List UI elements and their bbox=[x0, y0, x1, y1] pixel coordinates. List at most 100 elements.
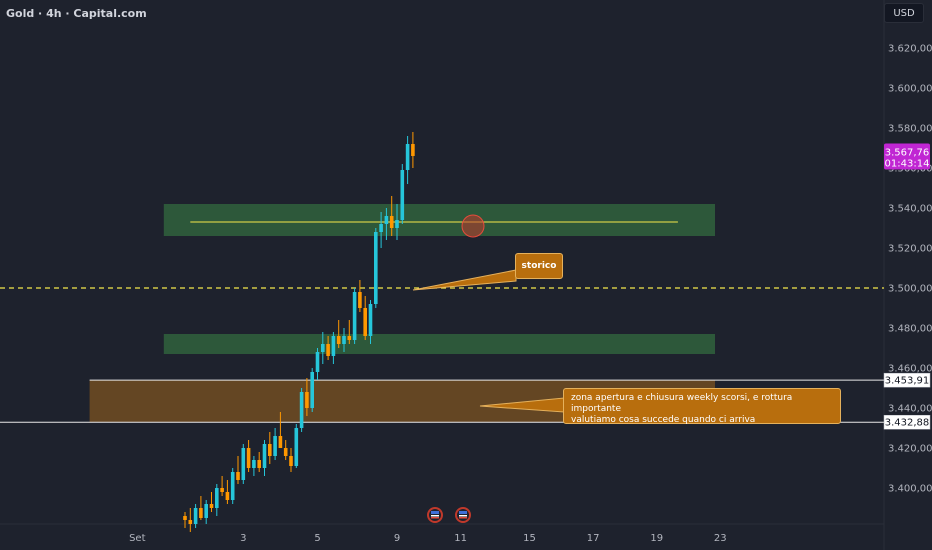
y-tick-label: 3.500,00 bbox=[888, 284, 932, 295]
candle-body bbox=[358, 292, 362, 308]
candle[interactable] bbox=[310, 368, 314, 412]
annotation-storico-text: storico bbox=[521, 260, 557, 271]
candle[interactable] bbox=[252, 456, 256, 476]
candle-body bbox=[400, 170, 405, 220]
candle-body bbox=[294, 428, 299, 466]
candle[interactable] bbox=[257, 452, 261, 472]
y-tick-label: 3.540,00 bbox=[888, 204, 932, 215]
candle[interactable] bbox=[374, 228, 378, 308]
candle[interactable] bbox=[363, 296, 367, 340]
candle[interactable] bbox=[395, 204, 399, 240]
y-tick-label: 3.480,00 bbox=[888, 324, 932, 335]
annotation-storico[interactable]: storico bbox=[515, 253, 563, 279]
candle[interactable] bbox=[347, 320, 352, 344]
candle[interactable] bbox=[389, 196, 394, 236]
event-icon-stripe bbox=[459, 515, 467, 517]
candle[interactable] bbox=[358, 280, 362, 312]
us-flag-event-icon[interactable] bbox=[455, 507, 471, 523]
x-tick-label: Set bbox=[129, 533, 146, 544]
candle[interactable] bbox=[273, 428, 277, 460]
y-tick-label: 3.580,00 bbox=[888, 124, 932, 135]
candle[interactable] bbox=[315, 348, 320, 380]
y-tick-label: 3.400,00 bbox=[888, 484, 932, 495]
candle[interactable] bbox=[209, 492, 214, 512]
circle-marker[interactable] bbox=[461, 214, 485, 238]
zone-green-1[interactable] bbox=[163, 334, 716, 354]
event-icon-flag bbox=[431, 511, 439, 514]
candle-body bbox=[310, 372, 314, 408]
countdown-label: 01:43:14 bbox=[885, 158, 930, 169]
candle-body bbox=[347, 336, 352, 340]
candle[interactable] bbox=[305, 378, 309, 416]
candle[interactable] bbox=[289, 448, 293, 472]
candle[interactable] bbox=[336, 320, 341, 348]
x-tick-label: 3 bbox=[240, 533, 246, 544]
x-tick-label: 9 bbox=[394, 533, 400, 544]
candle-body bbox=[193, 508, 198, 524]
candle-body bbox=[299, 392, 304, 428]
candle[interactable] bbox=[204, 500, 208, 524]
candle[interactable] bbox=[326, 336, 330, 360]
candle-body bbox=[262, 444, 267, 468]
candle-body bbox=[273, 436, 277, 456]
candle[interactable] bbox=[368, 300, 373, 344]
candle[interactable] bbox=[352, 288, 357, 344]
zone-green-0[interactable] bbox=[163, 204, 716, 236]
candle-body bbox=[183, 516, 187, 520]
candle[interactable] bbox=[241, 444, 246, 484]
last-price-badge bbox=[884, 143, 930, 170]
candle[interactable] bbox=[331, 332, 336, 364]
price-label-badge bbox=[883, 372, 931, 388]
candle[interactable] bbox=[236, 456, 240, 484]
candle-body bbox=[326, 344, 330, 356]
candle-body bbox=[215, 488, 219, 508]
candle-body bbox=[246, 448, 251, 468]
candle-body bbox=[204, 504, 208, 518]
candle[interactable] bbox=[321, 332, 325, 364]
x-tick-label: 19 bbox=[650, 533, 663, 544]
candle[interactable] bbox=[183, 512, 187, 528]
candle[interactable] bbox=[283, 440, 288, 460]
currency-button[interactable]: USD bbox=[884, 3, 924, 23]
candle[interactable] bbox=[188, 508, 193, 532]
x-tick-label: 17 bbox=[587, 533, 600, 544]
candle-body bbox=[305, 392, 309, 408]
candle-body bbox=[268, 444, 272, 456]
us-flag-event-icon[interactable] bbox=[427, 507, 443, 523]
price-label: 3.453,91 bbox=[885, 376, 930, 387]
candle[interactable] bbox=[411, 132, 415, 168]
y-tick-label: 3.420,00 bbox=[888, 444, 932, 455]
candle[interactable] bbox=[384, 208, 389, 240]
candle-body bbox=[241, 448, 246, 480]
candle-body bbox=[257, 460, 261, 468]
y-tick-label: 3.600,00 bbox=[888, 84, 932, 95]
annotation-zona[interactable]: zona apertura e chiusura weekly scorsi, … bbox=[563, 388, 841, 425]
candle[interactable] bbox=[400, 164, 405, 224]
candle[interactable] bbox=[294, 424, 299, 468]
candle[interactable] bbox=[246, 440, 251, 472]
candle-body bbox=[199, 508, 203, 518]
candle-body bbox=[405, 144, 410, 170]
last-price-label: 3.567,76 bbox=[885, 147, 930, 158]
candle[interactable] bbox=[193, 504, 198, 528]
candle[interactable] bbox=[278, 412, 283, 448]
annotation-zona-line2: valutiamo cosa succede quando ci arriva bbox=[571, 415, 756, 425]
candle[interactable] bbox=[299, 388, 304, 432]
candle[interactable] bbox=[225, 480, 230, 504]
annotation-zona-line1: zona apertura e chiusura weekly scorsi, … bbox=[571, 393, 793, 414]
candle[interactable] bbox=[230, 468, 235, 504]
y-tick-label: 3.440,00 bbox=[888, 404, 932, 415]
candle[interactable] bbox=[405, 136, 410, 184]
candle-body bbox=[379, 224, 383, 232]
candle-body bbox=[384, 216, 389, 224]
candle[interactable] bbox=[199, 496, 203, 520]
candle-body bbox=[331, 336, 336, 356]
candle[interactable] bbox=[220, 476, 224, 496]
candle[interactable] bbox=[268, 432, 272, 464]
candle[interactable] bbox=[215, 484, 219, 516]
candle[interactable] bbox=[342, 328, 346, 352]
candle[interactable] bbox=[379, 212, 383, 248]
candle-body bbox=[225, 492, 230, 500]
candle[interactable] bbox=[262, 440, 267, 476]
